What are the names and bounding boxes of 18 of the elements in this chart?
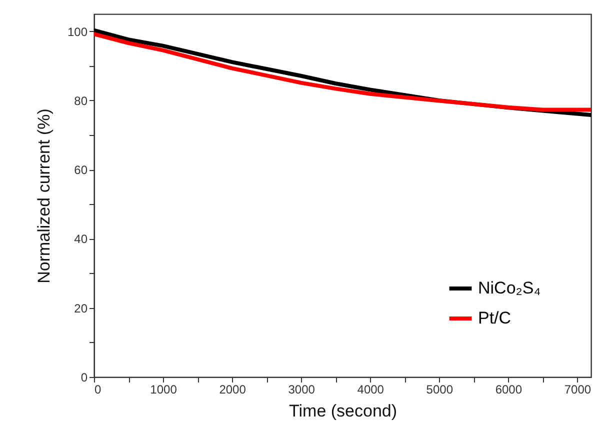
x-tick-label: 0 bbox=[94, 382, 102, 396]
x-tick-label: 2000 bbox=[219, 382, 246, 396]
y-tick-label: 80 bbox=[74, 94, 88, 108]
y-tick-label: 0 bbox=[80, 370, 88, 384]
y-tick-label: 60 bbox=[74, 163, 88, 178]
legend-label: Pt/C bbox=[478, 308, 512, 328]
y-tick-label: 20 bbox=[74, 301, 88, 316]
y-axis-title: Normalized current (%) bbox=[34, 108, 54, 284]
x-tick-label: 7000 bbox=[564, 382, 592, 396]
x-axis-title: Time (second) bbox=[288, 402, 398, 420]
y-tick-label: 100 bbox=[67, 24, 88, 39]
legend-label: NiCo₂S₄ bbox=[478, 278, 541, 298]
x-tick-label: 5000 bbox=[426, 382, 454, 396]
x-tick-label: 4000 bbox=[357, 382, 384, 396]
x-tick-label: 3000 bbox=[288, 382, 316, 396]
x-tick-label: 6000 bbox=[495, 382, 522, 396]
y-tick-label: 40 bbox=[74, 232, 88, 246]
x-tick-label: 1000 bbox=[150, 382, 178, 396]
